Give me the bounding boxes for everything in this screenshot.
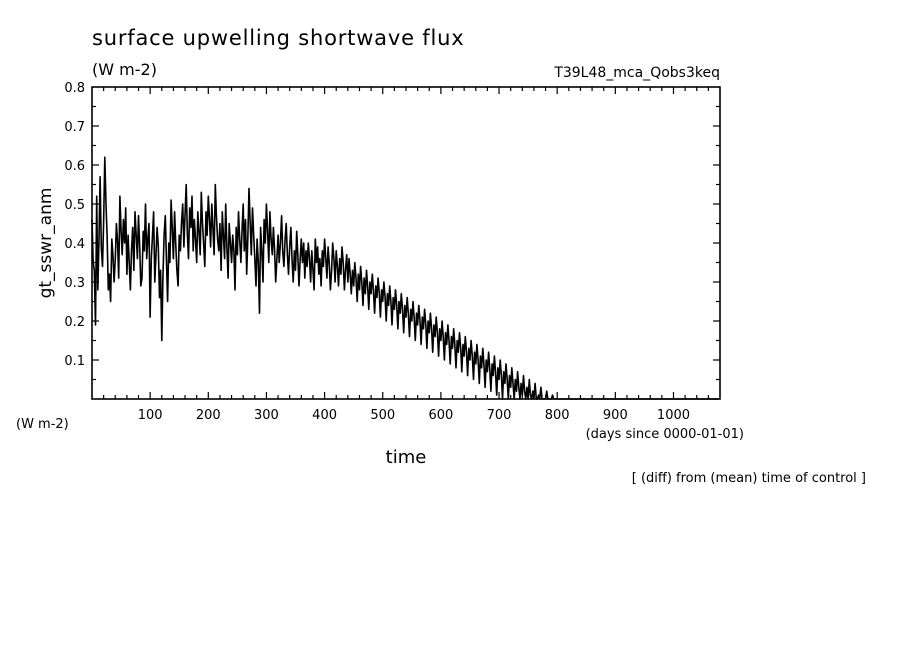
comparison-note: [ (diff) from (mean) time of control ] xyxy=(632,471,866,486)
x-tick-label: 200 xyxy=(196,408,221,423)
x-tick-label: 300 xyxy=(254,408,279,423)
y-tick-label: 0.7 xyxy=(64,120,85,135)
x-tick-labels: 100 200 300 400 500 600 700 800 900 1000 xyxy=(138,408,690,423)
x-tick-label: 900 xyxy=(603,408,628,423)
x-axis-label: time xyxy=(386,447,427,468)
x-tick-label: 100 xyxy=(138,408,163,423)
y-tick-label: 0.6 xyxy=(64,159,85,174)
y-axis-units: (W m-2) xyxy=(16,417,69,432)
x-tick-label: 1000 xyxy=(657,408,690,423)
series-line xyxy=(91,156,719,400)
x-tick-label: 700 xyxy=(487,408,512,423)
y-tick-label: 0.3 xyxy=(64,276,85,291)
x-axis-units: (days since 0000-01-01) xyxy=(586,427,744,442)
x-tick-label: 600 xyxy=(428,408,453,423)
y-tick-label: 0.4 xyxy=(64,237,85,252)
y-tick-label: 0.8 xyxy=(64,81,85,96)
x-tick-label: 400 xyxy=(312,408,337,423)
y-tick-label: 0.1 xyxy=(64,354,85,369)
y-tick-label: 0.2 xyxy=(64,315,85,330)
y-tick-labels: 0.1 0.2 0.3 0.4 0.5 0.6 0.7 0.8 xyxy=(64,81,85,369)
x-tick-label: 500 xyxy=(370,408,395,423)
chart-title: surface upwelling shortwave flux xyxy=(92,26,464,50)
plot-frame xyxy=(91,86,721,400)
x-tick-label: 800 xyxy=(545,408,570,423)
axis-ticks xyxy=(92,87,720,399)
plot-area xyxy=(91,86,721,400)
chart-title-units: (W m-2) xyxy=(92,60,157,79)
y-tick-label: 0.5 xyxy=(64,198,85,213)
experiment-label: T39L48_mca_Qobs3keq xyxy=(553,65,720,81)
y-axis-label: gt_sswr_anm xyxy=(36,188,56,299)
